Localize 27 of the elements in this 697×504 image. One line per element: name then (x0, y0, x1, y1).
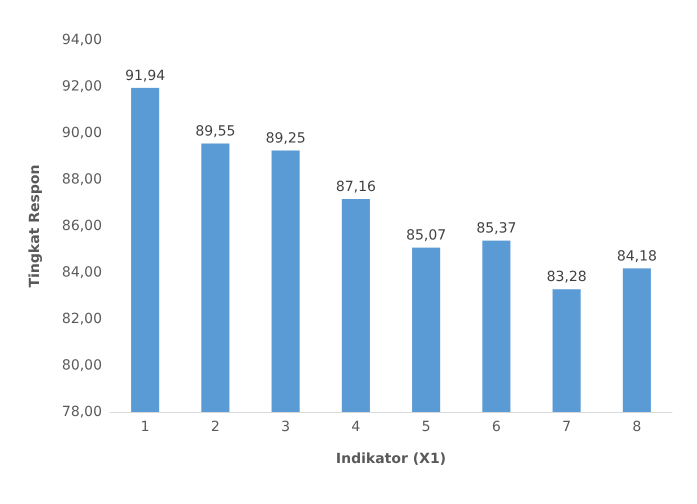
y-tick-label: 80,00 (62, 358, 102, 374)
y-tick-label: 86,00 (62, 218, 102, 234)
data-label: 85,37 (476, 220, 516, 237)
data-label: 84,18 (616, 248, 657, 264)
y-tick-label: 88,00 (62, 172, 102, 188)
data-label: 87,16 (336, 179, 376, 196)
data-label: 85,07 (406, 228, 446, 244)
x-tick-label: 8 (632, 419, 642, 435)
y-tick-label: 78,00 (62, 404, 102, 420)
data-label: 89,55 (195, 123, 236, 140)
y-tick-label: 94,00 (62, 32, 102, 48)
y-tick-label: 92,00 (62, 78, 102, 94)
x-tick-label: 2 (210, 419, 220, 435)
y-tick-label: 90,00 (62, 125, 102, 141)
x-tick-label: 1 (140, 419, 150, 435)
x-tick-label: 6 (492, 419, 501, 435)
x-tick-label: 7 (562, 419, 572, 435)
data-label: 89,25 (266, 130, 306, 146)
data-label: 83,28 (546, 269, 587, 286)
y-axis-title: Tingkat Respon (27, 164, 43, 288)
data-label: 91,94 (125, 68, 166, 84)
x-axis-title: Indikator (X1) (336, 451, 446, 467)
x-tick-label: 3 (281, 419, 290, 435)
y-tick-label: 84,00 (62, 264, 102, 280)
x-tick-label: 4 (351, 419, 360, 435)
x-tick-label: 5 (422, 419, 431, 435)
y-tick-label: 82,00 (62, 311, 102, 327)
